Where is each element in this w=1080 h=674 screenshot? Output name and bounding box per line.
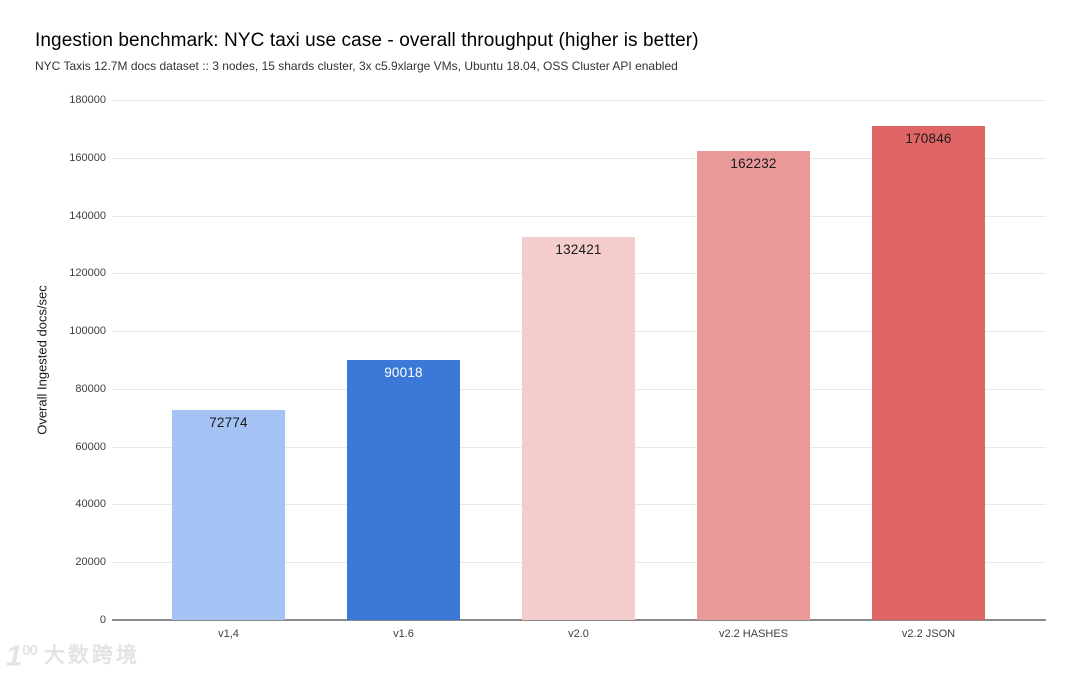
bar-v2-0[interactable]: 132421 bbox=[522, 237, 635, 620]
y-tick-label: 120000 bbox=[69, 267, 106, 280]
bar-value-label: 162232 bbox=[730, 156, 777, 172]
x-tick-label: v1,4 bbox=[218, 628, 239, 640]
y-tick-label: 80000 bbox=[75, 382, 106, 395]
y-tick-label: 40000 bbox=[75, 498, 106, 511]
bar-value-label: 90018 bbox=[384, 364, 423, 380]
chart-subtitle: NYC Taxis 12.7M docs dataset :: 3 nodes,… bbox=[35, 59, 678, 73]
gridline bbox=[112, 215, 1046, 217]
y-tick-label: 20000 bbox=[75, 556, 106, 569]
watermark-text: 大数跨境 bbox=[43, 643, 140, 667]
y-axis-tick-labels: 0 20000 40000 60000 80000 100000 120000 140000 1… bbox=[0, 94, 106, 626]
y-tick-label: 180000 bbox=[69, 94, 106, 106]
bar-v1-4[interactable]: 72774 bbox=[172, 409, 285, 620]
bar-value-label: 132421 bbox=[555, 242, 602, 258]
bar-value-label: 170846 bbox=[905, 131, 952, 147]
y-tick-label: 140000 bbox=[69, 209, 106, 222]
watermark-logo-icon: 100 bbox=[6, 640, 38, 673]
watermark: 100 大数跨境 bbox=[6, 636, 140, 672]
y-tick-label: 60000 bbox=[75, 440, 106, 453]
chart-title: Ingestion benchmark: NYC taxi use case -… bbox=[35, 30, 699, 51]
bar-v2-2-json[interactable]: 170846 bbox=[872, 126, 985, 620]
y-tick-label: 100000 bbox=[69, 325, 106, 338]
x-tick-label: v2.0 bbox=[568, 628, 589, 640]
bar-v2-2-hashes[interactable]: 162232 bbox=[697, 151, 810, 620]
bar-v1-6[interactable]: 90018 bbox=[347, 359, 460, 620]
x-tick-label: v1.6 bbox=[393, 628, 414, 640]
x-tick-label: v2.2 JSON bbox=[901, 628, 956, 640]
y-tick-label: 0 bbox=[99, 614, 106, 626]
gridline bbox=[112, 100, 1046, 101]
gridline bbox=[112, 157, 1046, 159]
plot-area: 72774 v1,4 90018 v1.6 132421 v2.0 162232 v2.2 H… bbox=[112, 100, 1046, 640]
y-tick-label: 160000 bbox=[69, 151, 106, 164]
x-axis-baseline bbox=[112, 619, 1046, 621]
x-tick-label: v2.2 HASHES bbox=[718, 628, 789, 640]
bar-value-label: 72774 bbox=[209, 414, 248, 430]
